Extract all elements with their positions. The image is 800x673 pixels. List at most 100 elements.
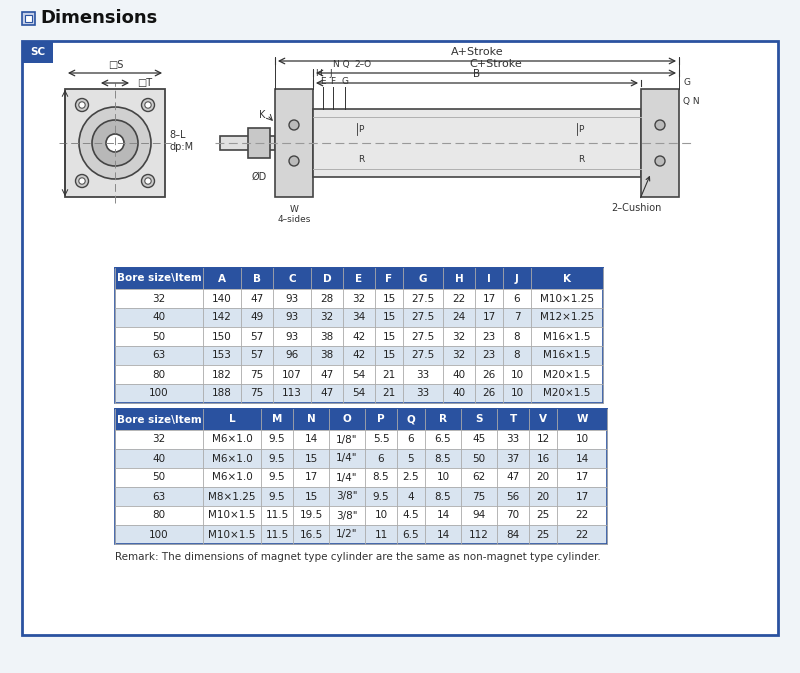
- Bar: [115, 525, 607, 544]
- Text: A: A: [218, 273, 226, 283]
- Text: 22: 22: [575, 530, 589, 540]
- Bar: [115, 506, 607, 525]
- Bar: [115, 327, 603, 346]
- Text: 15: 15: [304, 491, 318, 501]
- Bar: [65, 89, 165, 197]
- Circle shape: [289, 156, 299, 166]
- Text: F: F: [330, 77, 335, 86]
- Text: 100: 100: [149, 530, 169, 540]
- Text: 17: 17: [575, 472, 589, 483]
- Bar: [115, 430, 607, 449]
- Text: 32: 32: [152, 435, 166, 444]
- Text: G: G: [418, 273, 427, 283]
- Bar: [115, 409, 607, 544]
- Text: 10: 10: [575, 435, 589, 444]
- Text: C: C: [288, 273, 296, 283]
- Text: W: W: [290, 205, 298, 214]
- Text: 9.5: 9.5: [269, 472, 286, 483]
- Text: 23: 23: [482, 351, 496, 361]
- Text: M12×1.25: M12×1.25: [540, 312, 594, 322]
- Text: 8.5: 8.5: [434, 491, 451, 501]
- Text: 33: 33: [506, 435, 520, 444]
- Text: 21: 21: [382, 369, 396, 380]
- Text: K: K: [258, 110, 265, 120]
- Text: 94: 94: [472, 511, 486, 520]
- Bar: [115, 365, 603, 384]
- Text: P: P: [358, 125, 363, 133]
- Text: M10×1.5: M10×1.5: [208, 511, 256, 520]
- Text: 3/8": 3/8": [336, 491, 358, 501]
- Text: 4: 4: [408, 491, 414, 501]
- Text: 7: 7: [514, 312, 520, 322]
- Text: 17: 17: [482, 312, 496, 322]
- Text: A+Stroke: A+Stroke: [450, 47, 503, 57]
- Text: □S: □S: [108, 60, 124, 70]
- Text: dp:M: dp:M: [169, 142, 193, 152]
- Circle shape: [655, 156, 665, 166]
- Text: M20×1.5: M20×1.5: [543, 388, 590, 398]
- Text: 5: 5: [408, 454, 414, 464]
- Text: 40: 40: [153, 454, 166, 464]
- Text: 112: 112: [469, 530, 489, 540]
- Bar: [641, 89, 679, 197]
- Text: 2–O: 2–O: [354, 60, 371, 69]
- Circle shape: [92, 120, 138, 166]
- Bar: [115, 384, 603, 403]
- Text: 40: 40: [453, 388, 466, 398]
- Text: J: J: [515, 273, 519, 283]
- Text: 50: 50: [473, 454, 486, 464]
- Text: 15: 15: [382, 312, 396, 322]
- Text: ØD: ØD: [252, 172, 267, 182]
- Text: 24: 24: [452, 312, 466, 322]
- Text: 93: 93: [286, 332, 298, 341]
- Text: 14: 14: [304, 435, 318, 444]
- Text: 50: 50: [153, 332, 166, 341]
- Text: Q: Q: [406, 415, 415, 425]
- Text: 37: 37: [506, 454, 520, 464]
- Text: 47: 47: [320, 369, 334, 380]
- Text: N: N: [306, 415, 315, 425]
- Text: 47: 47: [506, 472, 520, 483]
- Text: 38: 38: [320, 332, 334, 341]
- Text: 9.5: 9.5: [269, 491, 286, 501]
- Text: P: P: [578, 125, 583, 133]
- Text: N Q: N Q: [333, 60, 350, 69]
- Bar: [115, 468, 607, 487]
- Text: 25: 25: [536, 530, 550, 540]
- Text: 62: 62: [472, 472, 486, 483]
- Text: M: M: [272, 415, 282, 425]
- Text: 26: 26: [482, 388, 496, 398]
- Circle shape: [75, 98, 89, 112]
- Text: 26: 26: [482, 369, 496, 380]
- Text: V: V: [539, 415, 547, 425]
- Text: 27.5: 27.5: [411, 293, 434, 304]
- Text: 75: 75: [250, 369, 264, 380]
- Text: □T: □T: [137, 78, 152, 88]
- Bar: [115, 487, 607, 506]
- Bar: [22, 12, 35, 25]
- Text: 40: 40: [153, 312, 166, 322]
- Text: 96: 96: [286, 351, 298, 361]
- Text: 3/8": 3/8": [336, 511, 358, 520]
- Circle shape: [142, 98, 154, 112]
- Text: 75: 75: [250, 388, 264, 398]
- Text: 1/2": 1/2": [336, 530, 358, 540]
- Text: 14: 14: [436, 530, 450, 540]
- Text: 1/8": 1/8": [336, 435, 358, 444]
- Text: 12: 12: [536, 435, 550, 444]
- Text: 32: 32: [352, 293, 366, 304]
- Text: 50: 50: [153, 472, 166, 483]
- Text: M10×1.5: M10×1.5: [208, 530, 256, 540]
- Text: O: O: [342, 415, 351, 425]
- Text: 27.5: 27.5: [411, 332, 434, 341]
- Text: R: R: [578, 155, 584, 164]
- Text: 70: 70: [506, 511, 519, 520]
- Text: 38: 38: [320, 351, 334, 361]
- Circle shape: [142, 174, 154, 188]
- Text: E: E: [320, 77, 326, 86]
- Text: M16×1.5: M16×1.5: [543, 332, 590, 341]
- Text: 16: 16: [536, 454, 550, 464]
- Text: K: K: [563, 273, 571, 283]
- Text: H: H: [454, 273, 463, 283]
- Text: 45: 45: [472, 435, 486, 444]
